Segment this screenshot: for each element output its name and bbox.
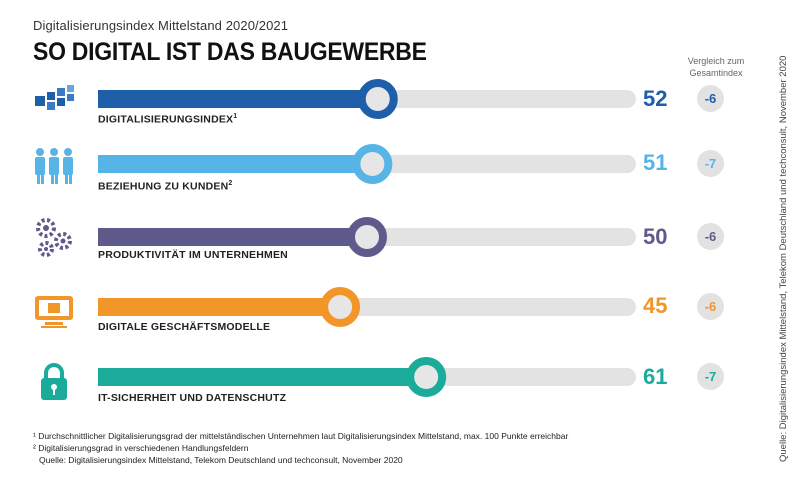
- bar-knob-geschaeftsmodelle: [320, 287, 361, 327]
- bar-knob-kunden: [352, 144, 393, 184]
- category-label-digitalisierungsindex: DIGITALISIERUNGSINDEX1: [98, 113, 238, 126]
- bar-knob-it-sicherheit: [406, 357, 447, 397]
- value-label-it-sicherheit: 61: [643, 364, 668, 389]
- chart-title: SO DIGITAL IST DAS BAUGEWERBE: [33, 38, 427, 66]
- monitor-icon: [35, 296, 73, 328]
- value-label-kunden: 51: [643, 150, 668, 175]
- bar-digitalisierungsindex: [98, 90, 378, 108]
- footnote-2: ² Digitalisierungsgrad in verschiedenen …: [33, 443, 249, 453]
- category-label-produktivitaet: PRODUKTIVITÄT IM UNTERNEHMEN: [98, 249, 288, 261]
- gears-icon: [36, 218, 72, 257]
- category-label-it-sicherheit: IT-SICHERHEIT UND DATENSCHUTZ: [98, 392, 287, 404]
- compare-heading: Vergleich zum Gesamtindex: [687, 56, 745, 78]
- value-label-digitalisierungsindex: 52: [643, 86, 668, 111]
- bar-it-sicherheit: [98, 368, 427, 386]
- compare-bubble-kunden: -7: [697, 150, 724, 177]
- category-label-kunden: BEZIEHUNG ZU KUNDEN2: [98, 180, 233, 193]
- value-label-geschaeftsmodelle: 45: [643, 293, 668, 318]
- footnote-source: Quelle: Digitalisierungsindex Mittelstan…: [39, 455, 403, 465]
- bar-produktivitaet: [98, 228, 367, 246]
- bar-knob-digitalisierungsindex: [357, 79, 398, 119]
- bar-geschaeftsmodelle: [98, 298, 341, 316]
- footnotes: ¹ Durchschnittlicher Digitalisierungsgra…: [33, 430, 568, 466]
- bar-knob-produktivitaet: [347, 217, 387, 257]
- compare-bubble-it-sicherheit: -7: [697, 363, 724, 390]
- chart-subtitle: Digitalisierungsindex Mittelstand 2020/2…: [33, 18, 289, 33]
- people-icon: [35, 148, 73, 184]
- category-label-geschaeftsmodelle: DIGITALE GESCHÄFTSMODELLE: [98, 321, 271, 333]
- compare-bubble-produktivitaet: -6: [697, 223, 724, 250]
- lock-icon: [41, 363, 67, 400]
- value-label-produktivitaet: 50: [643, 224, 668, 249]
- bar-kunden: [98, 155, 373, 173]
- data-blocks-icon: [35, 85, 74, 110]
- compare-bubble-geschaeftsmodelle: -6: [697, 293, 724, 320]
- footnote-1: ¹ Durchschnittlicher Digitalisierungsgra…: [33, 431, 569, 441]
- compare-bubble-digitalisierungsindex: -6: [697, 85, 724, 112]
